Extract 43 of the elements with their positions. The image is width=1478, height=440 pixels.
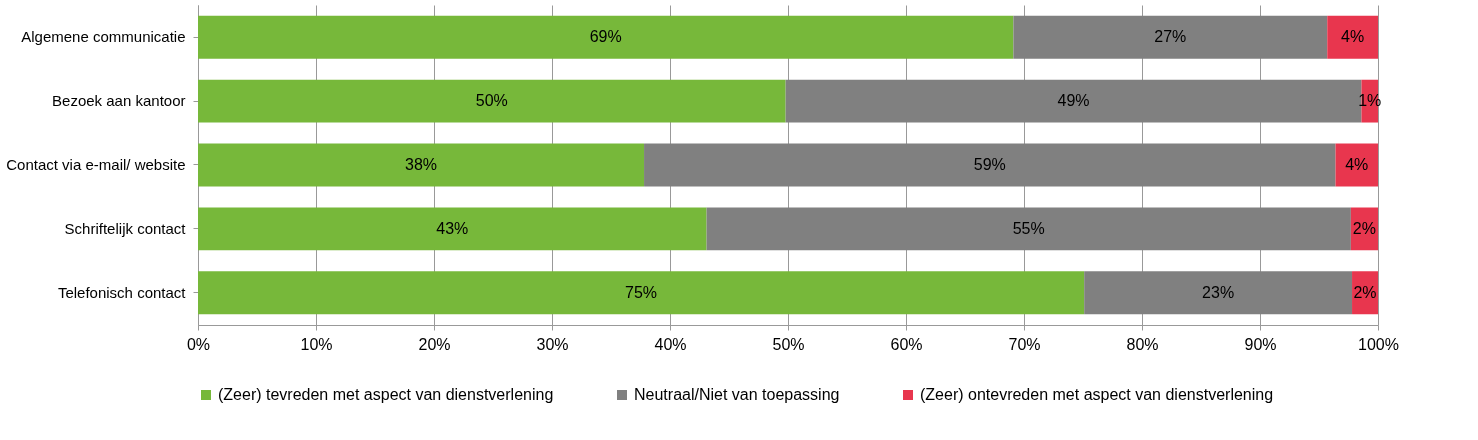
bar	[198, 271, 1085, 315]
data-label: 75%	[625, 283, 658, 301]
data-label: 38%	[405, 156, 438, 173]
y-tick-label: Contact via e-mail/ website	[6, 156, 186, 173]
bar	[644, 143, 1336, 187]
y-tick-label: Bezoek aan kantoor	[52, 92, 186, 110]
legend-label: (Zeer) tevreden met aspect van dienstverlening	[218, 386, 554, 403]
legend-label: Neutraal/Niet van toepassing	[634, 386, 840, 403]
bar	[1327, 15, 1378, 59]
x-tick-label: 60%	[890, 335, 923, 353]
data-label: 2%	[1352, 219, 1376, 237]
data-label: 69%	[589, 28, 622, 46]
bar	[1084, 271, 1353, 315]
data-label: 27%	[1154, 28, 1187, 46]
bar	[198, 143, 645, 187]
x-tick-label: 10%	[300, 335, 333, 353]
x-tick-label: 40%	[654, 335, 687, 353]
data-label: 4%	[1345, 156, 1369, 173]
data-label: 2%	[1353, 283, 1377, 301]
data-label: 59%	[973, 156, 1006, 173]
data-label: 49%	[1057, 92, 1090, 110]
x-tick-label: 50%	[772, 335, 805, 353]
bar	[198, 207, 707, 251]
data-label: 4%	[1341, 28, 1365, 46]
data-label: 23%	[1202, 283, 1235, 301]
data-label: 43%	[436, 219, 469, 237]
x-tick-label: 90%	[1244, 335, 1277, 353]
x-tick-label: 70%	[1008, 335, 1041, 353]
data-label: 50%	[475, 92, 508, 110]
data-label: 55%	[1012, 219, 1045, 237]
legend-label: (Zeer) ontevreden met aspect van dienstverlening	[920, 386, 1274, 403]
bar	[198, 15, 1014, 59]
bar	[198, 79, 786, 123]
x-tick-label: 20%	[418, 335, 451, 353]
x-tick-label: 100%	[1358, 335, 1399, 353]
y-tick-label: Schriftelijk contact	[64, 219, 187, 237]
x-tick-label: 30%	[536, 335, 569, 353]
bar	[706, 207, 1351, 251]
y-tick-label: Telefonisch contact	[57, 283, 187, 301]
x-tick-label: 80%	[1126, 335, 1159, 353]
y-tick-label: Algemene communicatie	[21, 28, 186, 46]
x-tick-label: 0%	[186, 335, 211, 353]
bar	[1013, 15, 1328, 59]
